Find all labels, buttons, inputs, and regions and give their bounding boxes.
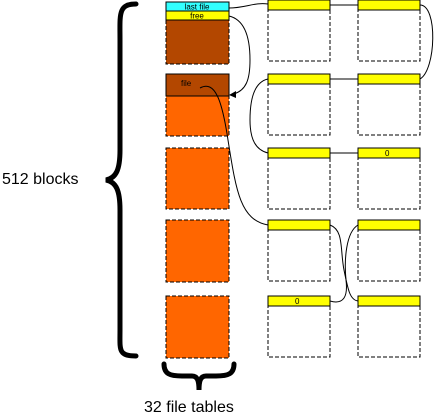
- data-block-header: [357, 295, 421, 307]
- data-block-header: [267, 73, 331, 85]
- block-4: [165, 219, 230, 283]
- file-tables-brace: [161, 361, 237, 391]
- file-table-column: last file free file: [165, 1, 230, 359]
- file-label: file: [181, 79, 192, 88]
- data-block-header: [267, 219, 331, 231]
- file-chain-link: [199, 85, 269, 226]
- zero-marker-bottom: 0: [295, 297, 300, 306]
- last-file-label: last file: [185, 3, 210, 12]
- free-label: free: [190, 12, 204, 21]
- block-3: [165, 147, 230, 210]
- last-file-link: [228, 3, 269, 9]
- data-block-header: [267, 0, 331, 11]
- data-block-header: [357, 0, 421, 11]
- data-block-header: [357, 73, 421, 85]
- block-5: [165, 295, 230, 359]
- data-block-header: [357, 219, 421, 231]
- chain-link: [329, 224, 359, 303]
- data-block-column-left: 0: [267, 0, 331, 358]
- data-block-column-right: 0: [357, 0, 421, 358]
- block-links: [199, 3, 434, 303]
- free-cell: [165, 10, 230, 21]
- chain-link: [329, 224, 359, 302]
- file-cell: [165, 73, 230, 97]
- free-pointer-link: [228, 15, 251, 95]
- arrowhead: [229, 91, 236, 98]
- blocks-label: 512 blocks: [2, 171, 79, 188]
- zero-marker-mid: 0: [385, 149, 390, 158]
- data-block-header: [267, 147, 331, 159]
- file-tables-label: 32 file tables: [144, 399, 234, 416]
- blocks-brace: [105, 1, 139, 359]
- chain-link: [419, 4, 434, 80]
- chain-link: [249, 78, 269, 154]
